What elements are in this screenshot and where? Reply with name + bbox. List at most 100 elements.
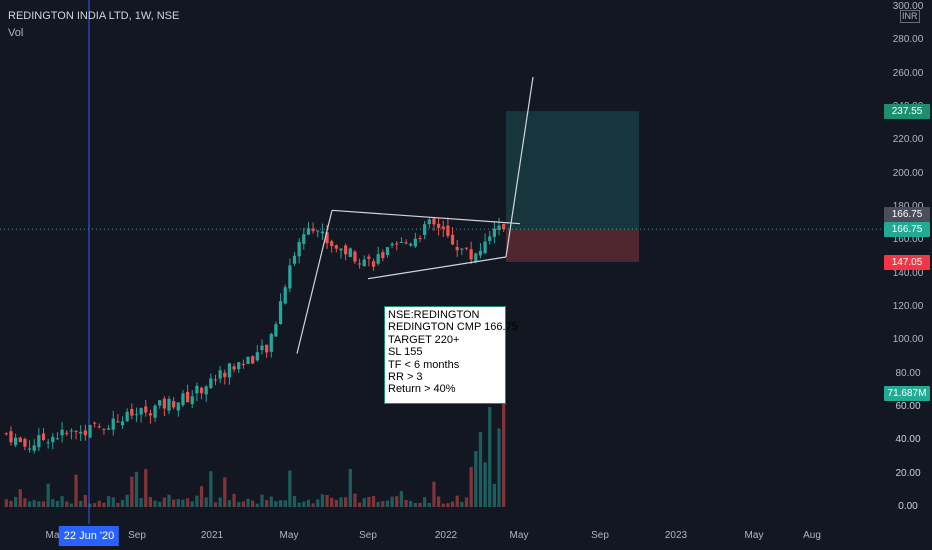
- candle: [418, 238, 422, 240]
- volume-bar: [4, 499, 8, 507]
- candle: [334, 245, 338, 249]
- volume-bar: [292, 495, 297, 507]
- candle: [223, 372, 227, 377]
- price-tick-label: 60.00: [895, 401, 921, 412]
- candle: [432, 218, 436, 225]
- candle: [283, 287, 287, 304]
- last-price-tag-grey: 166.75: [884, 207, 930, 222]
- volume-bar: [497, 428, 501, 507]
- candle: [213, 379, 218, 381]
- target-zone: [506, 111, 639, 230]
- candle: [241, 363, 246, 365]
- volume-bar: [446, 503, 450, 507]
- candle: [316, 230, 320, 232]
- candle: [120, 421, 125, 426]
- volume-bar: [139, 498, 143, 507]
- note-line: Return > 40%: [388, 383, 456, 396]
- time-tick-label: Sep: [591, 530, 609, 541]
- volume-bar: [409, 500, 413, 507]
- price-tick-label: 80.00: [895, 367, 921, 379]
- candle: [325, 232, 329, 244]
- note-line: TF < 6 months: [388, 358, 460, 371]
- volume-bar: [213, 502, 218, 507]
- volume-bar: [106, 496, 111, 507]
- volume-bar: [450, 501, 455, 507]
- candle: [190, 396, 194, 404]
- candle: [27, 448, 32, 450]
- price-tick-label: 260.00: [892, 67, 924, 79]
- volume-bar: [148, 497, 153, 507]
- volume-bar: [306, 499, 311, 507]
- volume-bar: [9, 500, 13, 507]
- volume-bar: [162, 497, 166, 507]
- candle: [218, 370, 222, 379]
- volume-bar: [413, 502, 417, 507]
- price-tick-label: 160.00: [892, 234, 924, 246]
- candle: [134, 414, 139, 416]
- target-price-tag: 237.55: [884, 104, 930, 119]
- candle: [488, 236, 492, 241]
- candle: [199, 387, 204, 394]
- candle: [144, 406, 148, 413]
- candle: [51, 436, 55, 443]
- currency-label[interactable]: INR: [900, 10, 920, 23]
- volume-bar: [288, 470, 292, 507]
- volume-bar: [218, 497, 222, 507]
- candle: [46, 442, 50, 444]
- stop-zone: [506, 229, 639, 262]
- volume-legend[interactable]: Vol: [8, 27, 24, 39]
- volume-bar: [427, 503, 431, 507]
- symbol-title[interactable]: REDINGTON INDIA LTD, 1W, NSE: [8, 10, 180, 22]
- chart-area[interactable]: REDINGTON INDIA LTD, 1W, NSE Vol NSE:RED…: [0, 0, 884, 524]
- volume-bar: [264, 499, 269, 507]
- volume-bar: [102, 502, 106, 507]
- note-line: NSE:REDINGTON: [388, 309, 480, 321]
- volume-bar: [195, 495, 199, 507]
- volume-bar: [367, 497, 371, 507]
- volume-bar: [209, 471, 213, 507]
- volume-bar: [246, 498, 250, 507]
- candle: [176, 402, 180, 411]
- price-tick-label: 20.00: [895, 467, 921, 479]
- volume-bar: [144, 469, 148, 507]
- candle: [492, 228, 497, 237]
- volume-bar: [390, 496, 394, 507]
- candle: [469, 249, 473, 260]
- candle: [13, 437, 18, 446]
- price-chart[interactable]: [0, 0, 884, 524]
- candle: [139, 408, 143, 415]
- volume-bar: [199, 486, 204, 507]
- volume-bar: [423, 497, 427, 507]
- candle: [37, 435, 41, 448]
- volume-bar: [357, 502, 362, 507]
- candle: [371, 261, 376, 267]
- volume-bar: [153, 500, 157, 507]
- volume-bar: [227, 500, 232, 507]
- volume-bar: [116, 502, 120, 507]
- price-tick-label: 100.00: [892, 334, 924, 346]
- volume-bar: [330, 497, 334, 507]
- volume-bar: [283, 500, 287, 507]
- volume-bar: [41, 501, 46, 507]
- candle: [79, 431, 83, 434]
- volume-bar: [469, 466, 473, 507]
- volume-bar: [74, 474, 78, 507]
- volume-tick-label: 0.00: [898, 501, 918, 512]
- volume-bar: [93, 503, 97, 507]
- time-tick-label: Aug: [803, 530, 821, 541]
- volume-bar: [32, 500, 36, 507]
- candle: [464, 247, 469, 249]
- candle: [32, 445, 36, 451]
- candle: [278, 301, 283, 324]
- candle: [497, 225, 501, 231]
- candle: [302, 234, 306, 244]
- time-tick-label: May: [744, 530, 764, 541]
- candle: [413, 238, 417, 247]
- time-axis[interactable]: May Sep 2021 May Sep 2022 May Sep 2023 May Aug 22 J…: [0, 524, 932, 550]
- volume-bar: [478, 432, 483, 507]
- candle: [436, 223, 441, 228]
- volume-bar: [60, 496, 64, 507]
- volume-bar: [130, 476, 134, 507]
- candle: [502, 223, 506, 230]
- trade-note[interactable]: NSE:REDINGTON REDINGTON CMP 166.75 TARGE…: [384, 306, 518, 404]
